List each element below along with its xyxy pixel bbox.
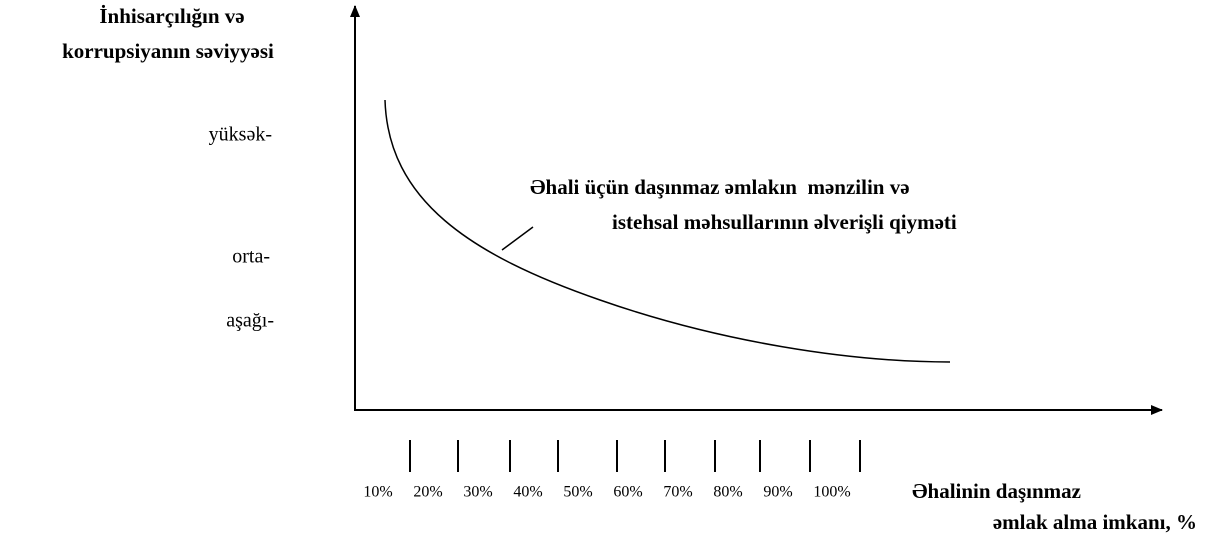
x-axis-title: əmlak alma imkanı, %: [993, 510, 1197, 534]
x-tick-label: 90%: [763, 484, 792, 501]
y-axis-title: İnhisarçılığın və: [99, 4, 244, 28]
curve-label: istehsal məhsullarının əlverişli qiyməti: [612, 210, 957, 234]
x-tick-label: 70%: [663, 484, 692, 501]
x-ticks: 10% 20% 30% 40% 50% 60% 70% 80% 90% 100%: [363, 440, 861, 501]
x-tick-label: 30%: [463, 484, 492, 501]
curve: [384, 99, 951, 363]
x-tick-label: 40%: [513, 484, 542, 501]
x-axis-title: Əhalinin daşınmaz: [912, 479, 1081, 503]
curve-label: Əhali üçün daşınmaz əmlakın mənzilin və: [530, 175, 910, 199]
leader-line: [501, 226, 534, 251]
x-tick-label: 80%: [713, 484, 742, 501]
y-level: orta-: [232, 246, 270, 268]
x-tick-label: 10%: [363, 484, 392, 501]
x-tick-label: 100%: [813, 484, 850, 501]
x-tick-label: 60%: [613, 484, 642, 501]
y-axis-title: korrupsiyanın səviyyəsi: [62, 39, 274, 63]
x-tick-label: 50%: [563, 484, 592, 501]
y-level: yüksək-: [209, 124, 272, 146]
x-tick-label: 20%: [413, 484, 442, 501]
y-level: aşağı-: [226, 310, 274, 332]
